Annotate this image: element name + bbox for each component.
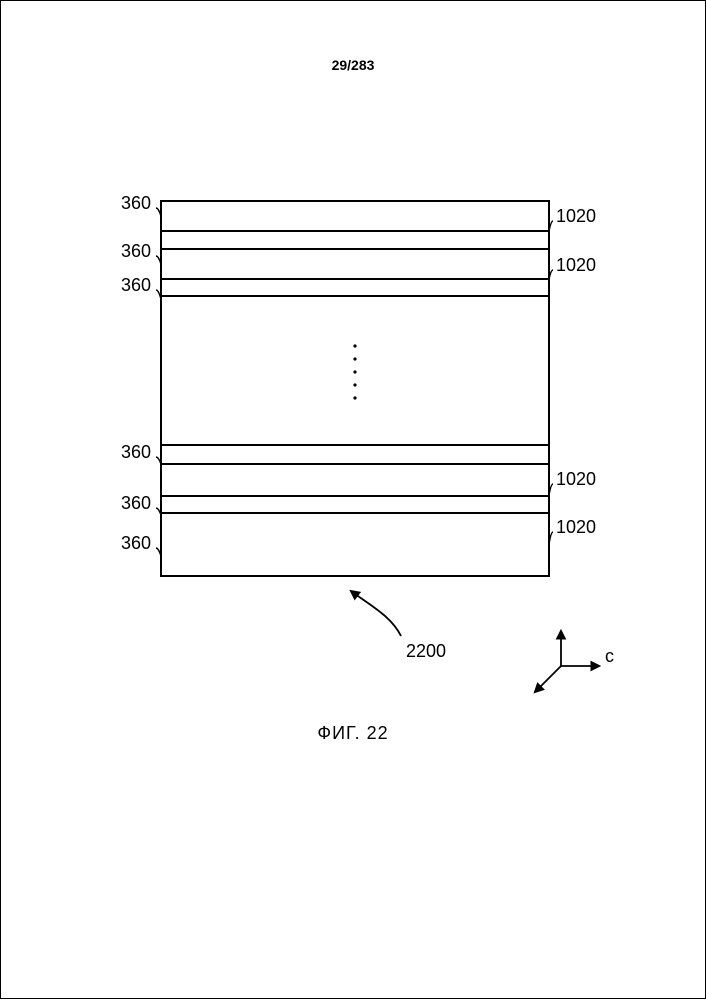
layer-label-left: 360 <box>121 241 151 262</box>
layer-label-right: 1020 <box>556 469 596 490</box>
layer-label-right: 1020 <box>556 255 596 276</box>
layer-label-left: 360 <box>121 493 151 514</box>
layer-label-left: 360 <box>121 275 151 296</box>
page-frame: 29/283 360360360360360360102010201020102… <box>0 0 706 999</box>
layer-label-left: 360 <box>121 442 151 463</box>
axis-label: c <box>605 646 614 667</box>
figure-reference-number: 2200 <box>406 641 446 662</box>
figure-svg <box>1 1 706 1000</box>
layer-label-right: 1020 <box>556 206 596 227</box>
layer-label-left: 360 <box>121 193 151 214</box>
layer-label-left: 360 <box>121 533 151 554</box>
figure-caption: ФИГ. 22 <box>1 723 705 744</box>
layer-label-right: 1020 <box>556 517 596 538</box>
